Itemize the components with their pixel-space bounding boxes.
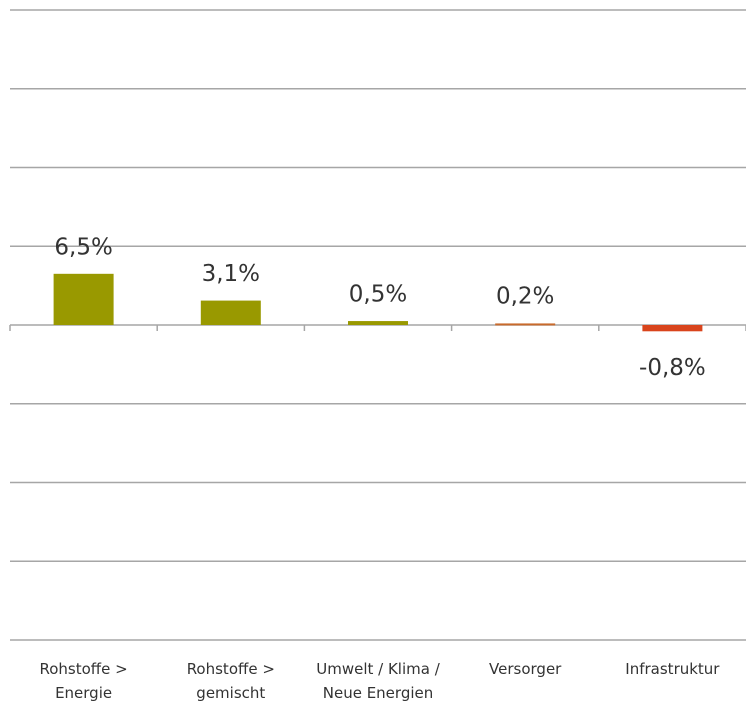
bar	[495, 323, 556, 326]
x-tick-label: Rohstoffe > Energie	[39, 660, 128, 702]
bar	[348, 321, 408, 325]
x-tick-label: Infrastruktur	[625, 660, 720, 678]
bar	[200, 300, 261, 325]
x-tick-label: Umwelt / Klima / Neue Energien	[316, 660, 440, 702]
bar	[642, 325, 703, 332]
bar	[53, 273, 114, 325]
data-label: 3,1%	[202, 261, 260, 287]
data-label: 0,5%	[349, 282, 407, 308]
data-label: 6,5%	[54, 234, 112, 260]
x-tick-label: Rohstoffe > gemischt	[186, 660, 275, 702]
data-label: 0,2%	[496, 284, 554, 310]
x-tick-label: Versorger	[489, 660, 562, 678]
data-label: -0,8%	[639, 355, 706, 381]
